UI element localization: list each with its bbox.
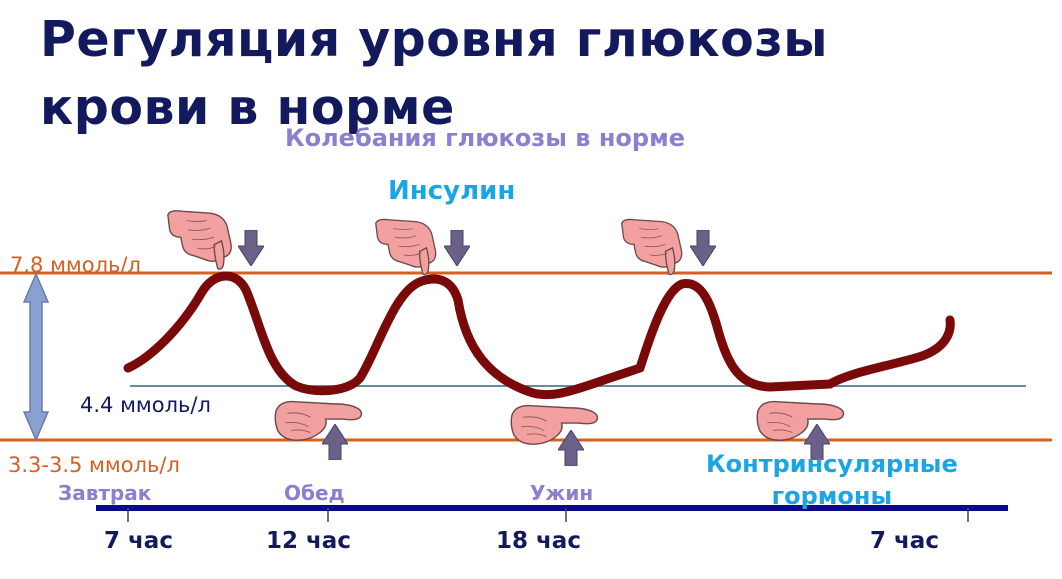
time-label-next-morning: 7 час: [870, 528, 939, 554]
hand-pointing-down-icon: [167, 210, 232, 270]
level-low-label: 3.3-3.5 ммоль/л: [8, 453, 180, 477]
arrow-down-icon: [444, 230, 470, 266]
arrow-down-icon: [238, 230, 264, 266]
arrow-down-icon: [690, 230, 716, 266]
title-line-2: крови в норме: [40, 79, 455, 136]
glucose-curve: [123, 271, 955, 400]
hand-palm-up-icon: [756, 400, 845, 441]
insulin-hand-2: [375, 218, 470, 276]
timeline: [96, 505, 1008, 522]
page-title: Регуляция уровня глюкозы крови в норме: [40, 6, 828, 142]
counter-hand-2: [510, 404, 599, 466]
subtitle: Колебания глюкозы в норме: [285, 124, 685, 152]
hand-palm-up-icon: [510, 404, 599, 445]
meal-lunch-label: Обед: [284, 481, 345, 505]
level-norm-label: 4.4 ммоль/л: [80, 393, 211, 417]
hand-pointing-down-icon: [621, 218, 683, 276]
counter-hormones-label: Контринсулярные гормоны: [706, 448, 958, 512]
double-arrow-icon: [22, 272, 50, 442]
insulin-label: Инсулин: [388, 176, 516, 206]
level-high-label: 7.8 ммоль/л: [10, 253, 141, 277]
hand-palm-up-icon: [274, 400, 363, 441]
arrow-up-icon: [322, 424, 348, 460]
counter-hormones-line-1: Контринсулярные: [706, 450, 958, 478]
meal-dinner-label: Ужин: [530, 481, 594, 505]
hand-pointing-down-icon: [375, 218, 437, 276]
counter-hand-1: [274, 400, 363, 460]
title-line-1: Регуляция уровня глюкозы: [40, 11, 829, 68]
insulin-hand-1: [167, 210, 264, 270]
time-label-evening: 18 час: [496, 528, 581, 554]
time-label-noon: 12 час: [266, 528, 351, 554]
arrow-up-icon: [558, 430, 584, 466]
meal-breakfast-label: Завтрак: [58, 481, 152, 505]
insulin-hand-3: [621, 218, 716, 276]
counter-hormones-line-2: гормоны: [771, 482, 893, 510]
time-label-morning: 7 час: [104, 528, 173, 554]
